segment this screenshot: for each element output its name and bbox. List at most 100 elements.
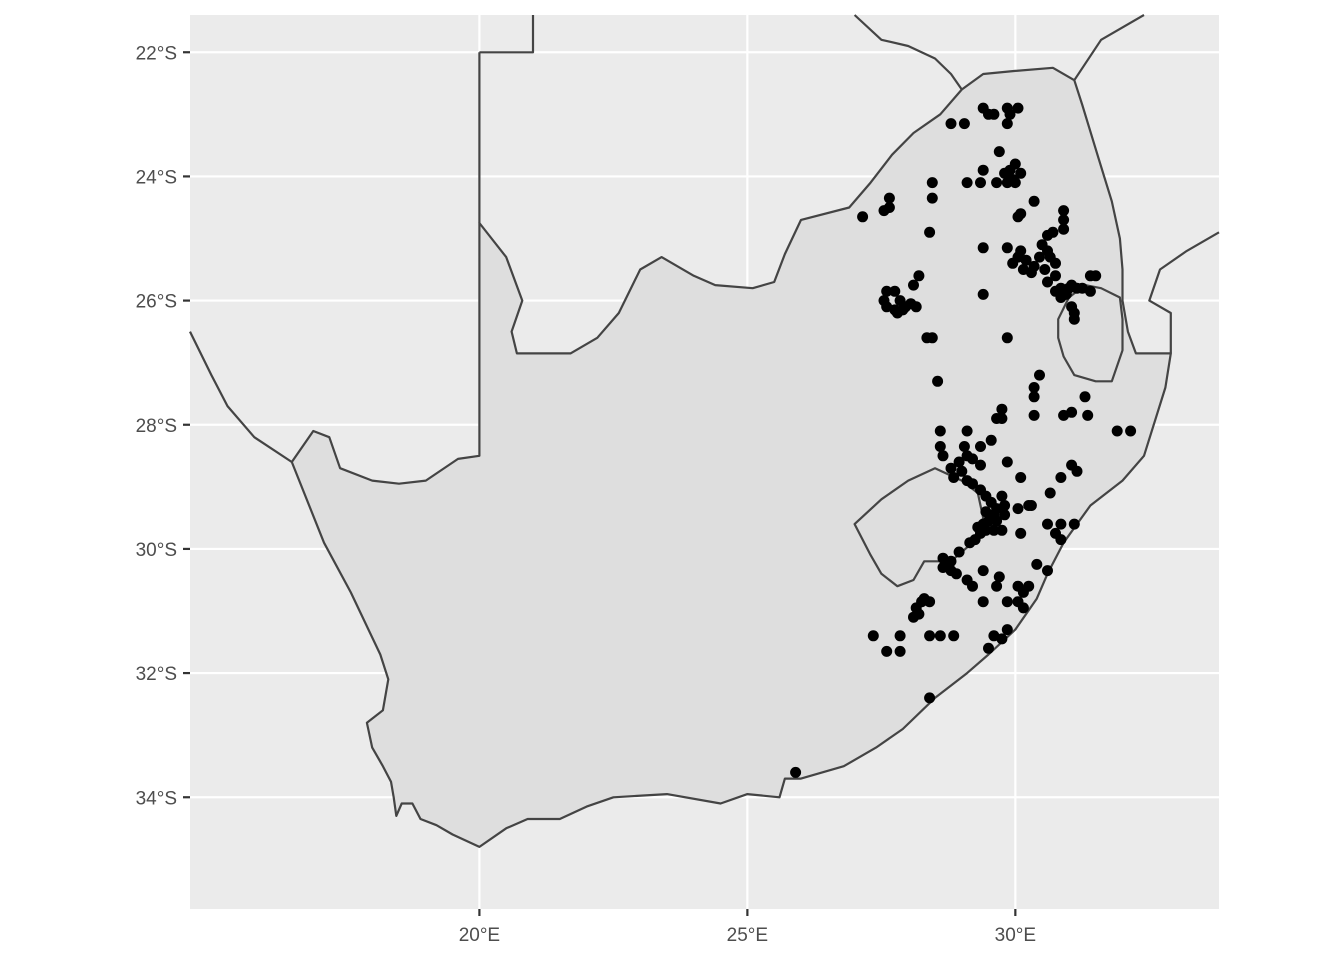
data-point — [996, 524, 1008, 536]
data-point — [1015, 167, 1027, 179]
data-point — [991, 580, 1003, 592]
data-point — [996, 490, 1008, 502]
data-point — [967, 478, 978, 490]
data-point — [980, 506, 992, 518]
data-point — [956, 465, 968, 477]
points-layer — [790, 102, 1137, 778]
data-point — [958, 441, 970, 452]
data-point — [991, 515, 1003, 527]
data-point — [1071, 465, 1083, 477]
data-point — [975, 177, 986, 189]
data-point — [897, 304, 909, 316]
data-point — [1009, 158, 1021, 170]
data-point — [921, 332, 933, 344]
data-point — [790, 766, 802, 778]
neighbor-border — [189, 331, 293, 463]
data-point — [1068, 518, 1080, 530]
data-point — [1034, 369, 1045, 381]
data-point — [883, 192, 895, 204]
data-point — [977, 565, 989, 577]
data-point — [980, 524, 992, 536]
data-point — [1090, 270, 1102, 282]
data-point — [1012, 503, 1024, 515]
data-point — [913, 270, 925, 282]
data-point — [945, 462, 957, 474]
data-point — [934, 630, 946, 642]
data-point — [889, 285, 901, 297]
data-point — [1001, 332, 1013, 344]
data-point — [1055, 518, 1067, 530]
data-point — [948, 630, 960, 642]
axes: 20°E 25°E 30°E 22°S 24°S 26°S 28°S 30°S 32°S 34°S — [136, 43, 1036, 946]
data-point — [1042, 518, 1053, 530]
data-point — [1050, 257, 1061, 269]
data-point — [908, 279, 919, 291]
data-point — [1066, 406, 1078, 418]
data-point — [1001, 456, 1013, 468]
data-point — [1055, 292, 1067, 303]
data-point — [1023, 580, 1035, 592]
neighbor-border — [479, 15, 535, 54]
data-point — [913, 608, 925, 620]
data-point — [988, 108, 1000, 120]
y-tick-label: 34°S — [136, 788, 177, 809]
data-point — [1031, 558, 1043, 570]
data-point — [1020, 254, 1032, 266]
data-point — [1015, 208, 1027, 220]
data-point — [945, 555, 957, 567]
data-point — [934, 425, 946, 437]
data-point — [991, 177, 1003, 189]
y-tick-label: 28°S — [136, 416, 177, 437]
data-point — [1050, 270, 1061, 282]
data-point — [1001, 596, 1013, 608]
data-point — [1028, 409, 1040, 421]
data-point — [975, 441, 986, 452]
data-point — [1068, 313, 1080, 325]
data-point — [1025, 267, 1037, 279]
data-point — [967, 580, 978, 592]
x-tick-label: 25°E — [727, 925, 768, 946]
y-tick-label: 24°S — [136, 167, 177, 188]
data-point — [999, 167, 1011, 179]
data-point — [1042, 565, 1053, 577]
data-point — [937, 450, 949, 462]
data-point — [894, 630, 906, 642]
x-tick-label: 30°E — [995, 925, 1036, 946]
neighbor-border — [853, 14, 963, 91]
data-point — [1055, 472, 1067, 483]
data-point — [1042, 276, 1053, 288]
data-point — [967, 453, 978, 465]
data-point — [1015, 472, 1027, 483]
data-point — [883, 202, 895, 213]
y-tick-label: 32°S — [136, 664, 177, 685]
data-point — [1004, 108, 1016, 120]
data-point — [926, 192, 938, 204]
data-point — [977, 596, 989, 608]
data-point — [1001, 624, 1013, 636]
data-point — [1058, 205, 1070, 217]
land-layer — [189, 14, 1220, 848]
data-point — [924, 596, 936, 608]
data-point — [1028, 391, 1040, 403]
data-point — [993, 146, 1005, 158]
data-point — [991, 413, 1003, 424]
data-point — [924, 630, 936, 642]
data-point — [1039, 264, 1051, 275]
data-point — [926, 177, 938, 189]
data-point — [988, 524, 1000, 536]
data-point — [1028, 382, 1040, 393]
data-point — [999, 500, 1011, 511]
data-point — [1015, 527, 1027, 539]
data-point — [996, 633, 1008, 645]
data-point — [1001, 242, 1013, 254]
data-point — [1017, 602, 1029, 614]
y-tick-label: 22°S — [136, 43, 177, 64]
data-point — [993, 571, 1005, 583]
data-point — [1082, 409, 1094, 421]
x-tick-label: 20°E — [459, 925, 500, 946]
data-point — [953, 546, 965, 558]
data-point — [1001, 118, 1013, 130]
data-point — [867, 630, 879, 642]
data-point — [924, 692, 936, 704]
data-point — [857, 211, 869, 223]
